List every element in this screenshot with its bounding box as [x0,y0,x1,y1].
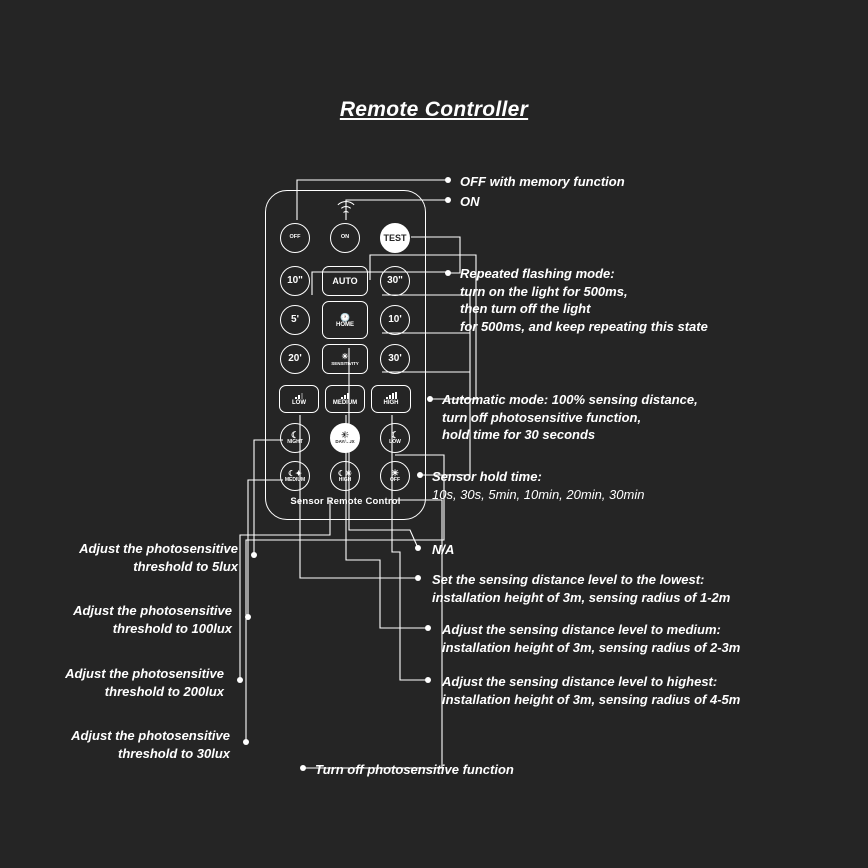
page-title: Remote Controller [0,98,868,122]
callout-30lux: Adjust the photosensitivethreshold to 30… [71,727,230,762]
remote-outline: OFF ON TEST 10" AUTO 30" 5' 🕐HOME 10' 20… [265,190,426,520]
time-10min-button[interactable]: 10' [380,305,410,335]
callout-photo-off: Turn off photosensitive function [315,761,514,779]
callout-auto: Automatic mode: 100% sensing distance, t… [442,391,698,444]
callout-200lux: Adjust the photosensitivethreshold to 20… [65,665,224,700]
lux-off-button[interactable]: ☀OFF [380,461,410,491]
time-30s-button[interactable]: 30" [380,266,410,296]
callout-100lux: Adjust the photosensitivethreshold to 10… [73,602,232,637]
wifi-icon [333,201,359,217]
callout-dist-high: Adjust the sensing distance level to hig… [442,673,740,708]
off-button[interactable]: OFF [280,223,310,253]
distance-medium-button[interactable]: MEDIUM [325,385,365,413]
callout-off: OFF with memory function [460,173,625,191]
on-button[interactable]: ON [330,223,360,253]
auto-button[interactable]: AUTO [322,266,368,296]
distance-low-button[interactable]: LOW [279,385,319,413]
lux-low-button[interactable]: ☾LOW [380,423,410,453]
time-10s-button[interactable]: 10" [280,266,310,296]
sensitivity-button[interactable]: ☀SENSITIVITY [322,344,368,374]
time-5min-button[interactable]: 5' [280,305,310,335]
test-button[interactable]: TEST [380,223,410,253]
callout-dist-low: Set the sensing distance level to the lo… [432,571,730,606]
lux-daylux-button[interactable]: ☀DAY/LUX [330,423,360,453]
home-button[interactable]: 🕐HOME [322,301,368,339]
callout-5lux: Adjust the photosensitivethreshold to 5l… [79,540,238,575]
callout-na: N/A [432,541,454,559]
time-20min-button[interactable]: 20' [280,344,310,374]
time-30min-button[interactable]: 30' [380,344,410,374]
callout-flashing: Repeated flashing mode: turn on the ligh… [460,265,708,335]
lux-medium-button[interactable]: ☾✦MEDIUM [280,461,310,491]
distance-high-button[interactable]: HIGH [371,385,411,413]
callout-on: ON [460,193,480,211]
lux-night-button[interactable]: ☾NIGHT [280,423,310,453]
lux-high-button[interactable]: ☾☀HIGH [330,461,360,491]
remote-footer-label: Sensor Remote Control [266,496,425,507]
callout-holdtime: Sensor hold time: 10s, 30s, 5min, 10min,… [432,468,644,503]
callout-dist-med: Adjust the sensing distance level to med… [442,621,740,656]
